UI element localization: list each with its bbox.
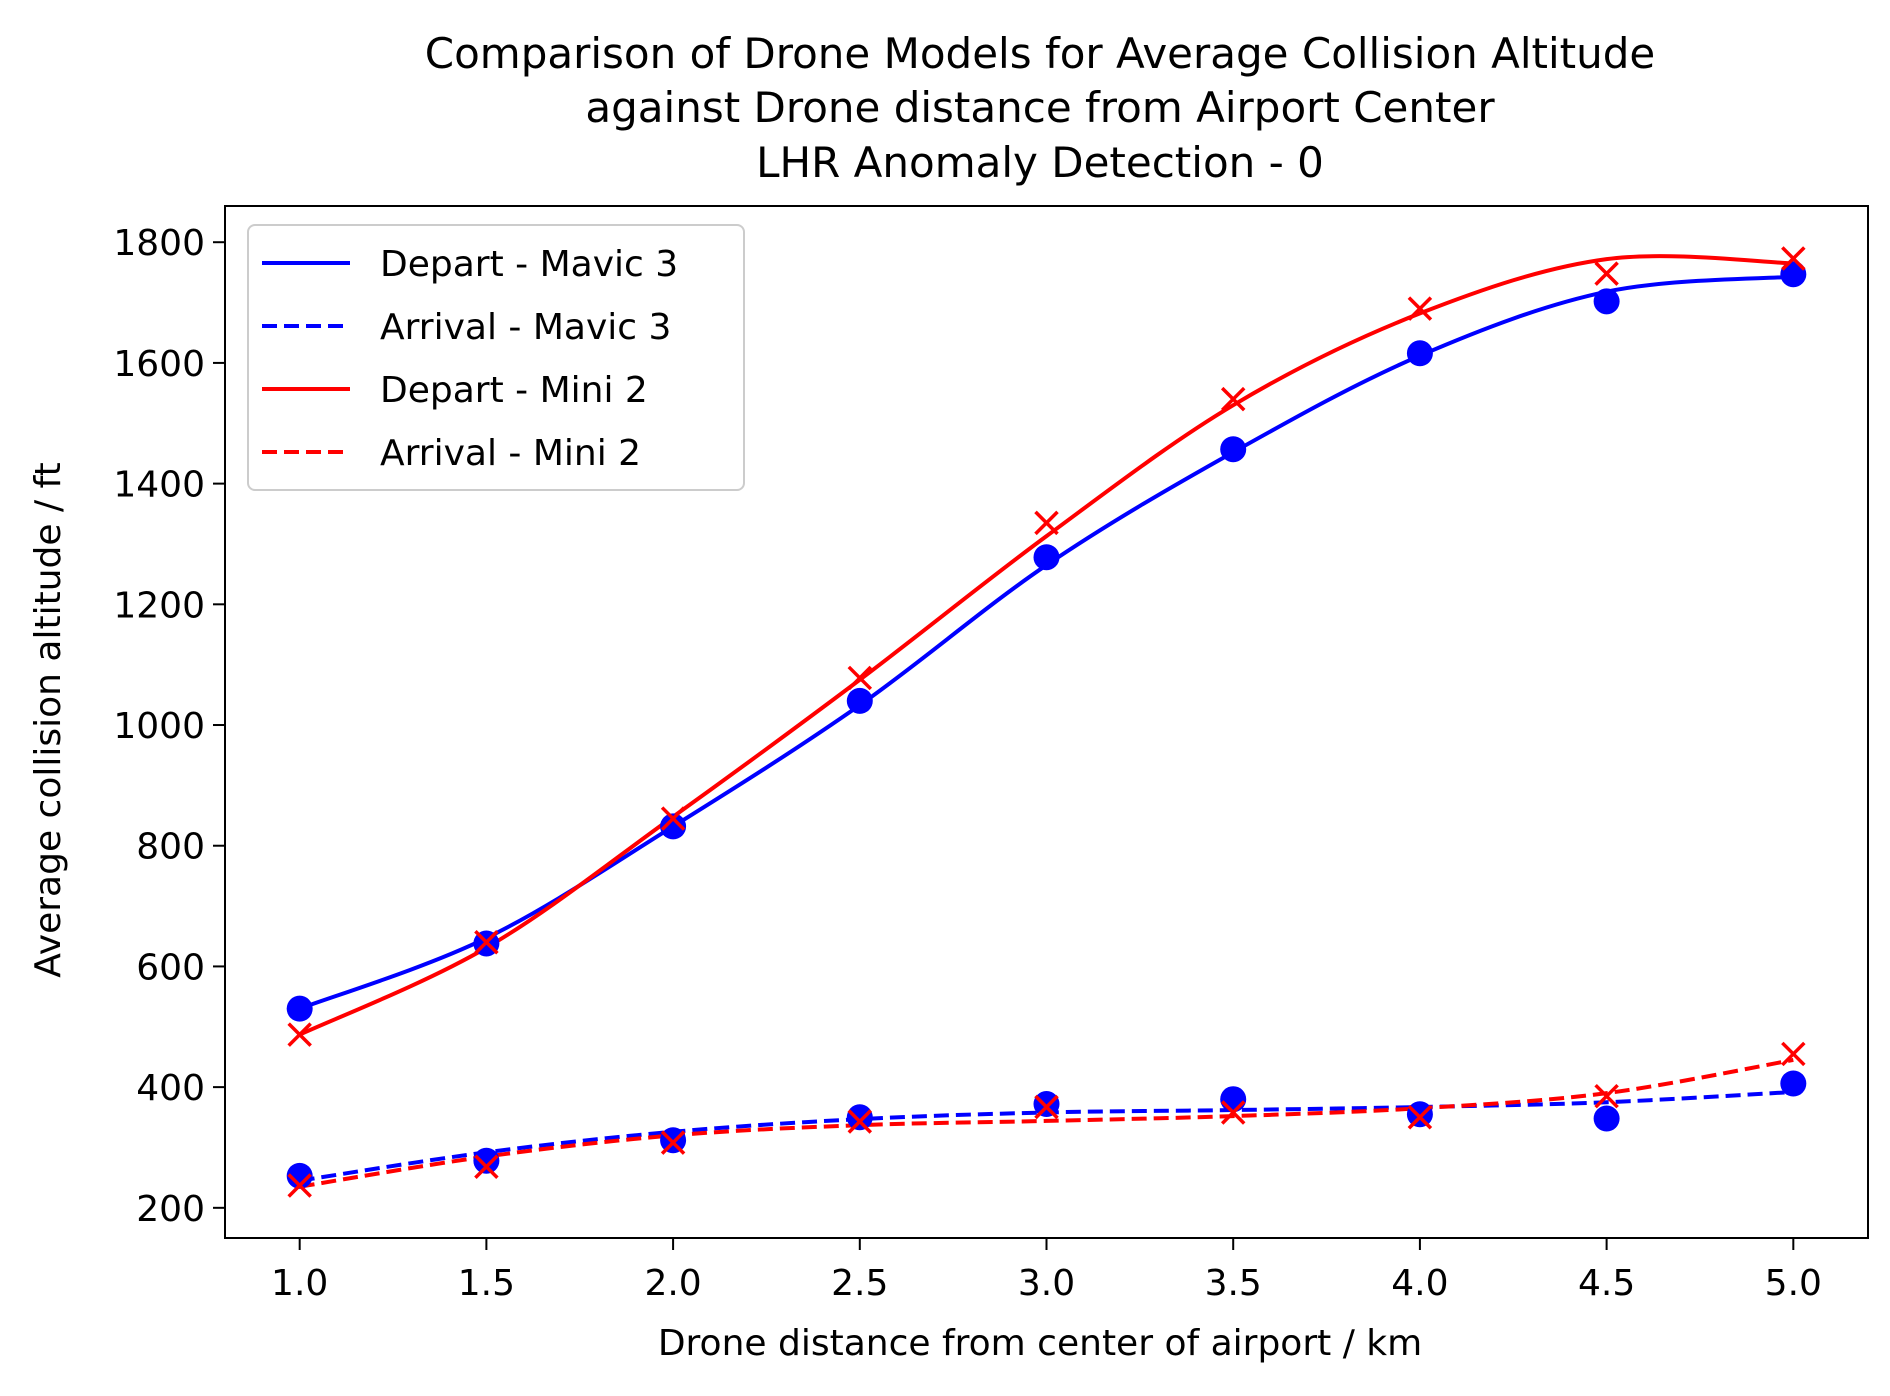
chart-title-line-2: against Drone distance from Airport Cent… bbox=[585, 83, 1495, 132]
data-point-cross-b bbox=[847, 665, 873, 691]
data-point-s2-1 bbox=[474, 930, 499, 955]
legend-label-2: Depart - Mini 2 bbox=[380, 370, 648, 411]
data-point-s2-4 bbox=[1034, 510, 1059, 536]
data-point-cross-b bbox=[1407, 1105, 1433, 1130]
data-point-s2-2 bbox=[660, 806, 686, 831]
y-tick-label: 400 bbox=[136, 1068, 205, 1109]
legend: Depart - Mavic 3 Arrival - Mavic 3 Depart … bbox=[247, 224, 745, 491]
data-point-s3-3 bbox=[847, 1109, 873, 1134]
legend-box bbox=[247, 224, 745, 491]
y-axis-label: Average collision altitude / ft bbox=[28, 462, 69, 977]
chart-title-line-3: LHR Anomaly Detection - 0 bbox=[756, 138, 1324, 187]
data-point-s1-7 bbox=[1593, 1105, 1620, 1132]
legend-label-3: Arrival - Mini 2 bbox=[380, 433, 641, 474]
data-point-cross-b bbox=[660, 806, 686, 831]
x-tick-label: 3.0 bbox=[1018, 1263, 1075, 1304]
y-tick-label: 1000 bbox=[113, 706, 205, 747]
y-tick-label: 800 bbox=[136, 827, 205, 868]
data-markers bbox=[286, 246, 1807, 1198]
x-axis-label: Drone distance from center of airport / … bbox=[658, 1323, 1422, 1364]
data-point-cross-b bbox=[1407, 296, 1433, 321]
data-point-s3-6 bbox=[1407, 1105, 1433, 1130]
x-tick-label: 3.5 bbox=[1205, 1263, 1262, 1304]
data-point-cross-b bbox=[1220, 1100, 1246, 1125]
data-point-s0-3 bbox=[846, 687, 873, 714]
data-point-cross-b bbox=[474, 1154, 499, 1180]
data-point-s3-8 bbox=[1781, 1041, 1806, 1067]
data-point-s0-5 bbox=[1220, 436, 1247, 463]
x-tick-label: 5.0 bbox=[1765, 1263, 1822, 1304]
data-point-cross-b bbox=[1781, 1041, 1806, 1067]
legend-label-1: Arrival - Mavic 3 bbox=[380, 307, 671, 348]
y-tick-label: 200 bbox=[136, 1189, 205, 1230]
data-point-cross-b bbox=[1034, 510, 1059, 536]
series-line-2 bbox=[298, 254, 1794, 1037]
legend-label-0: Depart - Mavic 3 bbox=[380, 244, 678, 285]
data-point-cross-b bbox=[847, 1109, 873, 1134]
y-tick-label: 1400 bbox=[113, 465, 205, 506]
x-tick-label: 2.0 bbox=[644, 1263, 701, 1304]
data-point-cross-b bbox=[1594, 261, 1619, 286]
data-point-s2-7 bbox=[1594, 261, 1619, 286]
chart-title-line-1: Comparison of Drone Models for Average C… bbox=[425, 29, 1655, 78]
data-point-cross-b bbox=[660, 1130, 686, 1155]
data-point-s2-5 bbox=[1220, 386, 1246, 412]
y-tick-label: 600 bbox=[136, 947, 205, 988]
data-point-s1-3 bbox=[846, 1104, 873, 1131]
x-tick-label: 1.0 bbox=[271, 1263, 328, 1304]
data-point-s3-5 bbox=[1220, 1100, 1246, 1125]
data-point-s0-0 bbox=[286, 995, 313, 1022]
data-point-cross-b bbox=[1781, 246, 1806, 271]
data-point-s1-1 bbox=[473, 1147, 500, 1174]
axes: 1.0 1.5 2.0 2.5 3.0 3.5 4.0 4.5 5.0 200 400 600 800 1… bbox=[113, 205, 1869, 1304]
data-point-s0-7 bbox=[1593, 288, 1620, 315]
data-point-s3-7 bbox=[1594, 1083, 1619, 1109]
data-point-s2-6 bbox=[1407, 296, 1433, 321]
data-point-s1-5 bbox=[1220, 1086, 1247, 1113]
data-point-cross-b bbox=[1034, 1094, 1059, 1120]
data-point-cross-b bbox=[474, 930, 499, 955]
data-point-s0-2 bbox=[660, 813, 687, 840]
data-point-s1-0 bbox=[286, 1162, 313, 1189]
chart-title: Comparison of Drone Models for Average C… bbox=[425, 29, 1655, 187]
x-tick-label: 2.5 bbox=[831, 1263, 888, 1304]
data-point-s1-4 bbox=[1033, 1091, 1060, 1118]
data-point-cross-b bbox=[1594, 1083, 1619, 1109]
data-point-cross-b bbox=[287, 1022, 312, 1047]
data-point-s3-1 bbox=[474, 1154, 499, 1180]
data-point-s3-2 bbox=[660, 1130, 686, 1155]
data-point-s1-8 bbox=[1780, 1070, 1807, 1097]
x-tick-label: 1.5 bbox=[458, 1263, 515, 1304]
data-point-s3-0 bbox=[287, 1173, 312, 1198]
data-point-s2-8 bbox=[1781, 246, 1806, 271]
data-point-s1-6 bbox=[1406, 1101, 1433, 1128]
series-line-3 bbox=[299, 1057, 1794, 1189]
y-tick-label: 1200 bbox=[113, 585, 205, 626]
x-tick-label: 4.5 bbox=[1578, 1263, 1635, 1304]
y-tick-label: 1800 bbox=[113, 223, 205, 264]
data-point-cross-b bbox=[287, 1173, 312, 1198]
data-point-s3-4 bbox=[1034, 1094, 1059, 1120]
data-point-s0-8 bbox=[1780, 261, 1807, 288]
y-tick-label: 1600 bbox=[113, 344, 205, 385]
x-tick-label: 4.0 bbox=[1391, 1263, 1448, 1304]
data-point-s2-0 bbox=[287, 1022, 312, 1047]
data-point-s0-6 bbox=[1406, 340, 1433, 367]
data-point-s0-4 bbox=[1033, 544, 1060, 571]
data-point-s2-3 bbox=[847, 665, 873, 691]
data-point-cross-b bbox=[1220, 386, 1246, 412]
